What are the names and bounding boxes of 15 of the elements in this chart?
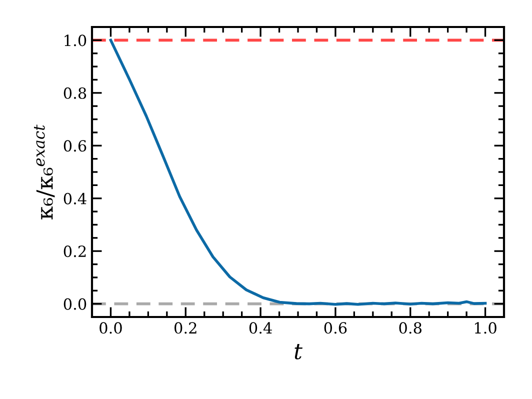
x-axis-title: t xyxy=(294,344,302,360)
x-tick-label: 1.0 xyxy=(474,322,496,334)
y-tick-label: 0.6 xyxy=(64,140,86,152)
y-tick-label: 0.8 xyxy=(64,87,86,99)
x-tick-label: 0.8 xyxy=(399,322,422,334)
x-tick-label: 0.0 xyxy=(100,322,122,334)
y-axis-title: κ₆/κ₆$^{exact}$ xyxy=(34,124,55,220)
y-tick-label: 1.0 xyxy=(64,34,86,46)
line-series xyxy=(109,38,487,306)
x-tick-label: 0.2 xyxy=(174,322,196,334)
x-tick-label: 0.6 xyxy=(324,322,347,334)
x-tick-label: 0.4 xyxy=(249,322,272,334)
y-tick-label: 0.0 xyxy=(64,298,86,310)
y-tick-label: 0.4 xyxy=(64,192,86,204)
y-tick-label: 0.2 xyxy=(64,246,86,258)
